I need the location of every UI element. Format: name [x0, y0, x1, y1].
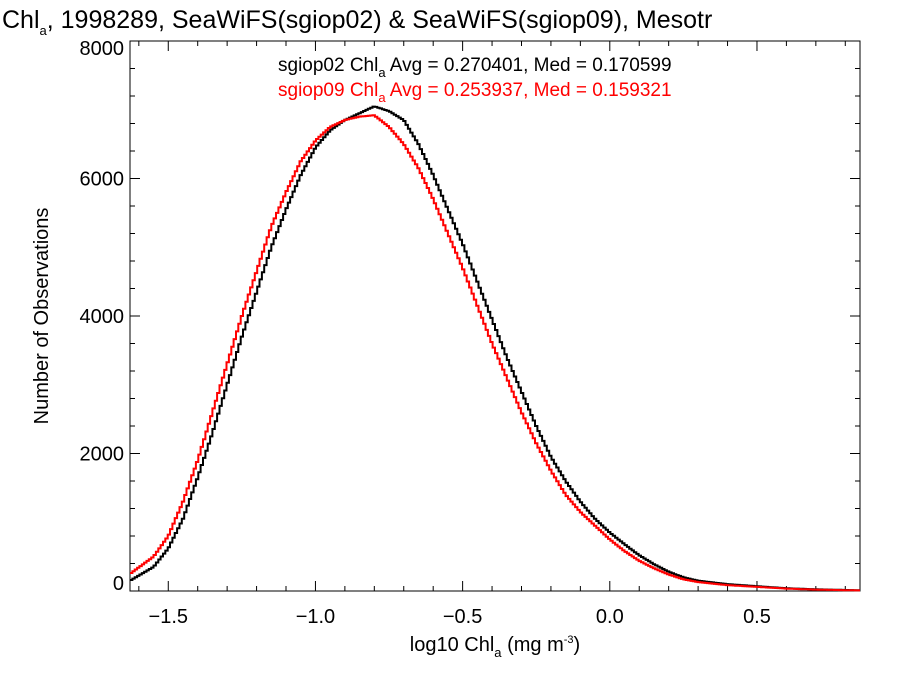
- y-axis-ticks: 0 2000 4000 6000 8000: [80, 38, 860, 595]
- legend-sgiop09: sgiop09 Chla Avg = 0.253937, Med = 0.159…: [278, 80, 672, 105]
- x-tick-label: −1.5: [149, 606, 188, 628]
- y-tick-label: 0: [113, 573, 124, 595]
- x-tick-label: −0.5: [443, 606, 482, 628]
- series-lines: [130, 105, 860, 592]
- series-line-sgiop09: [130, 114, 860, 592]
- y-tick-label: 2000: [80, 444, 125, 466]
- x-axis-label: log10 Chla (mg m-3): [410, 634, 580, 660]
- x-tick-label: 0.0: [596, 606, 624, 628]
- y-tick-label: 6000: [80, 169, 125, 191]
- x-tick-label: 0.5: [743, 606, 771, 628]
- y-tick-label: 8000: [80, 38, 125, 60]
- x-tick-label: −1.0: [296, 606, 335, 628]
- y-axis-label: Number of Observations: [31, 208, 53, 425]
- y-tick-label: 4000: [80, 306, 125, 328]
- chart-title: Chla, 1998289, SeaWiFS(sgiop02) & SeaWiF…: [2, 6, 712, 38]
- legend-sgiop02: sgiop02 Chla Avg = 0.270401, Med = 0.170…: [278, 55, 672, 80]
- x-axis-ticks: −1.5 −1.0 −0.5 0.0 0.5: [138, 41, 846, 628]
- plot-frame: [129, 40, 861, 592]
